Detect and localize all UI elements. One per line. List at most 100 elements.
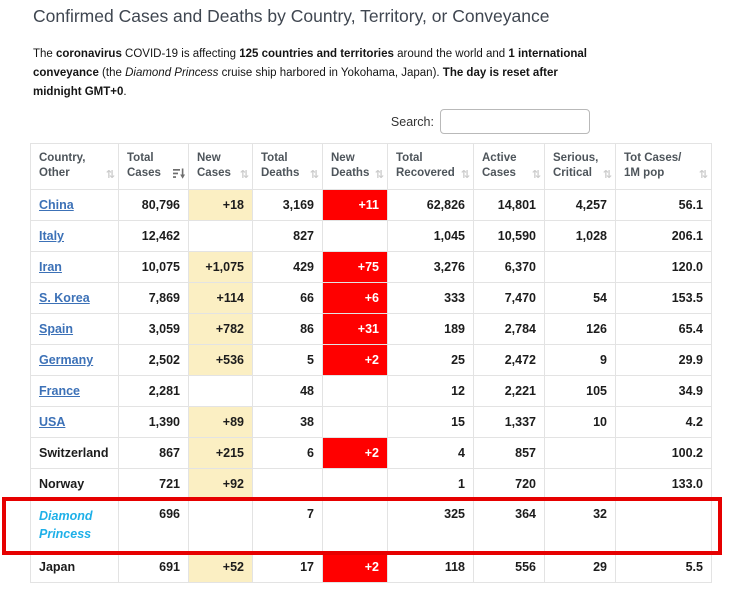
cell-active-cases: 556 (473, 551, 545, 584)
cell-total-recovered: 1,045 (387, 220, 474, 253)
cell-new-deaths (322, 468, 388, 501)
cell-new-deaths (322, 499, 388, 553)
sort-both-icon[interactable]: ⇅ (374, 168, 384, 182)
sort-both-icon[interactable]: ⇅ (531, 168, 541, 182)
column-header-new_cases[interactable]: New Cases ⇅ (188, 143, 253, 191)
cell-country: Iran (30, 251, 119, 284)
cell-active-cases: 2,784 (473, 313, 545, 346)
cell-total-cases: 80,796 (118, 189, 189, 222)
column-header-label: Total (261, 152, 288, 165)
country-link[interactable]: France (39, 384, 80, 399)
cell-total-recovered: 62,826 (387, 189, 474, 222)
cell-country: USA (30, 406, 119, 439)
table-row: Japan 691 +52 17 +2 118 556 29 5.5 (30, 551, 712, 584)
cell-serious-critical: 32 (544, 499, 616, 553)
column-header-label: Total (127, 152, 154, 165)
country-link[interactable]: Spain (39, 322, 74, 337)
cell-active-cases: 10,590 (473, 220, 545, 253)
country-link[interactable]: Iran (39, 260, 62, 275)
sort-both-icon[interactable]: ⇅ (309, 168, 319, 182)
sort-both-icon[interactable]: ⇅ (698, 168, 708, 182)
cell-total-recovered: 189 (387, 313, 474, 346)
country-link[interactable]: USA (39, 415, 66, 430)
column-header-total_cases[interactable]: Total Cases (118, 143, 189, 191)
country-name: Switzerland (39, 446, 109, 461)
table-row: China 80,796 +18 3,169 +11 62,826 14,801 4,257 5… (30, 189, 712, 222)
cell-cases-per-1m: 206.1 (615, 220, 712, 253)
column-header-label: 1M pop (624, 167, 665, 180)
cell-total-recovered: 325 (387, 499, 474, 553)
cell-total-deaths: 3,169 (252, 189, 323, 222)
intro-segment: . (123, 85, 127, 98)
intro-segment: (the (98, 66, 126, 79)
cell-country: Spain (30, 313, 119, 346)
cell-country: S. Korea (30, 282, 119, 315)
column-header-label: Other (39, 167, 70, 180)
cell-serious-critical: 10 (544, 406, 616, 439)
cell-total-recovered: 15 (387, 406, 474, 439)
cell-new-cases (188, 499, 253, 553)
cell-new-cases: +536 (188, 344, 253, 377)
intro-segment: 1 international conveyance (33, 48, 587, 79)
column-header-total_deaths[interactable]: Total Deaths ⇅ (252, 143, 323, 191)
country-name: Norway (39, 477, 85, 492)
cell-serious-critical: 126 (544, 313, 616, 346)
cell-country: Switzerland (30, 437, 119, 470)
country-link[interactable]: Germany (39, 353, 94, 368)
cell-serious-critical (544, 251, 616, 284)
cell-total-cases: 12,462 (118, 220, 189, 253)
cell-serious-critical: 1,028 (544, 220, 616, 253)
search-input[interactable] (440, 109, 590, 135)
column-header-country[interactable]: Country, Other ⇅ (30, 143, 119, 191)
cell-total-deaths: 66 (252, 282, 323, 315)
cell-new-cases: +215 (188, 437, 253, 470)
cell-cases-per-1m: 4.2 (615, 406, 712, 439)
intro-segment: The (33, 48, 57, 61)
cell-country: Diamond Princess (30, 499, 119, 553)
country-link[interactable]: China (39, 198, 74, 213)
cell-new-cases: +52 (188, 551, 253, 584)
cell-serious-critical: 4,257 (544, 189, 616, 222)
sort-both-icon[interactable]: ⇅ (602, 168, 612, 182)
column-header-serious_critical[interactable]: Serious, Critical ⇅ (544, 143, 616, 191)
sort-both-icon[interactable]: ⇅ (239, 168, 249, 182)
cell-new-deaths: +31 (322, 313, 388, 346)
cell-cases-per-1m: 65.4 (615, 313, 712, 346)
cell-country: Norway (30, 468, 119, 501)
cell-total-deaths: 17 (252, 551, 323, 584)
cell-serious-critical: 9 (544, 344, 616, 377)
country-link[interactable]: Italy (39, 229, 65, 244)
table-row: Spain 3,059 +782 86 +31 189 2,784 126 65.4 (30, 313, 712, 346)
cell-total-deaths: 86 (252, 313, 323, 346)
column-header-label: New (197, 152, 221, 165)
table-row: Diamond Princess 696 7 325 364 32 (30, 499, 712, 553)
cell-total-cases: 2,281 (118, 375, 189, 408)
cell-cases-per-1m: 133.0 (615, 468, 712, 501)
cell-new-deaths: +2 (322, 437, 388, 470)
sort-both-icon[interactable]: ⇅ (460, 168, 470, 182)
column-header-active_cases[interactable]: Active Cases ⇅ (473, 143, 545, 191)
cell-new-deaths: +2 (322, 344, 388, 377)
cell-country: France (30, 375, 119, 408)
sort-amount-desc-icon[interactable] (173, 168, 185, 181)
column-header-total_recovered[interactable]: Total Recovered ⇅ (387, 143, 474, 191)
column-header-cases_per_1m[interactable]: Tot Cases/1M pop ⇅ (615, 143, 712, 191)
cell-total-cases: 7,869 (118, 282, 189, 315)
intro-segment: around the world and (393, 48, 509, 61)
cell-cases-per-1m: 34.9 (615, 375, 712, 408)
cell-country: Germany (30, 344, 119, 377)
country-link[interactable]: S. Korea (39, 291, 90, 306)
column-header-label: Deaths (261, 167, 300, 180)
cell-total-cases: 696 (118, 499, 189, 553)
sort-both-icon[interactable]: ⇅ (105, 168, 115, 182)
cell-total-recovered: 3,276 (387, 251, 474, 284)
cell-new-deaths: +6 (322, 282, 388, 315)
country-name: Japan (39, 560, 76, 575)
cases-table: Country, Other ⇅ Total Cases New Cases ⇅ Total De… (30, 143, 712, 584)
column-header-label: Critical (553, 167, 592, 180)
cell-total-recovered: 333 (387, 282, 474, 315)
cell-active-cases: 2,472 (473, 344, 545, 377)
intro-segment: COVID-19 is affecting (121, 48, 240, 61)
cell-active-cases: 364 (473, 499, 545, 553)
column-header-new_deaths[interactable]: New Deaths ⇅ (322, 143, 388, 191)
